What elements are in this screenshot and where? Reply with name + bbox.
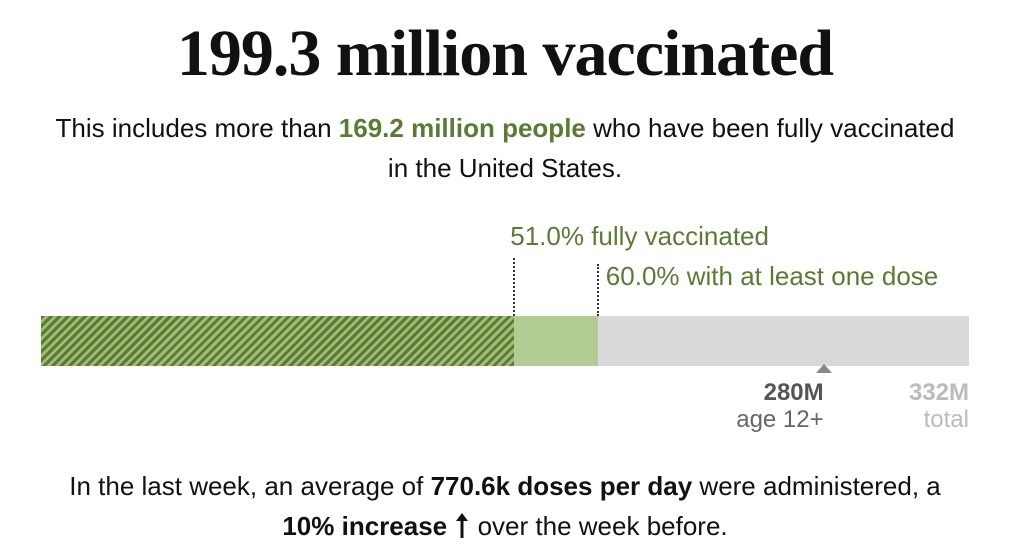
footer-increase: 10% increase — [282, 511, 448, 541]
fully-vaccinated-marker-line — [513, 258, 516, 316]
subhead: This includes more than 169.2 million pe… — [50, 108, 960, 188]
subhead-text-pre: This includes more than — [55, 113, 339, 143]
headline: 199.3 million vaccinated — [176, 17, 834, 90]
at-least-one-dose-marker-line — [596, 264, 599, 316]
tick-sublabel-total: total — [923, 406, 969, 433]
fully-vaccinated-label: 51.0% fully vaccinated — [510, 221, 769, 251]
footer-text-1: In the last week, an average of — [69, 471, 431, 501]
triangle-up-icon — [815, 364, 832, 373]
footer-doses-per-day: 770.6k doses per day — [430, 471, 693, 501]
tick-sublabel-age12: age 12+ — [736, 406, 824, 433]
footer-summary: In the last week, an average of 770.6k d… — [60, 466, 950, 546]
arrow-up-icon — [456, 513, 469, 538]
footer-text-3: over the week before. — [470, 511, 728, 541]
population-bar-track — [41, 316, 969, 366]
tick-label-total: 332M — [908, 379, 969, 406]
at-least-one-dose-label: 60.0% with at least one dose — [605, 261, 939, 291]
footer-text-2: were administered, a — [692, 471, 941, 501]
subhead-text-post: who have been fully vaccinated in the Un… — [387, 113, 955, 183]
at-least-one-dose-bar — [514, 316, 598, 366]
tick-label-age12: 280M — [763, 379, 824, 406]
fully-vaccinated-bar — [41, 316, 515, 366]
subhead-highlight: 169.2 million people — [338, 113, 586, 143]
